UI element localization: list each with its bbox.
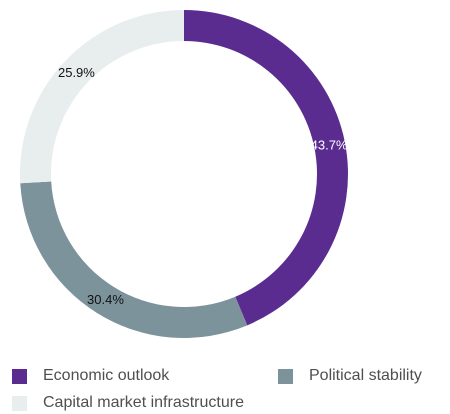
data-label-capital-market-infrastructure: 25.9% [58,65,95,80]
legend-item-political-stability: Political stability [278,367,422,385]
data-label-economic-outlook: 43.7% [311,137,348,152]
legend-swatch-capital-market-infrastructure [12,395,27,411]
legend-label-economic-outlook: Economic outlook [43,367,170,384]
legend-item-capital-market-infrastructure: Capital market infrastructure [12,394,244,412]
legend-label-capital-market-infrastructure: Capital market infrastructure [43,394,244,411]
legend-label-political-stability: Political stability [309,367,422,384]
slice-economic-outlook [184,10,348,326]
legend-swatch-political-stability [278,368,293,384]
slice-political-stability [20,181,248,339]
slice-capital-market-infrastructure [19,10,184,184]
legend-item-economic-outlook: Economic outlook [12,367,169,385]
data-label-political-stability: 30.4% [87,292,124,307]
legend-swatch-economic-outlook [12,368,27,384]
